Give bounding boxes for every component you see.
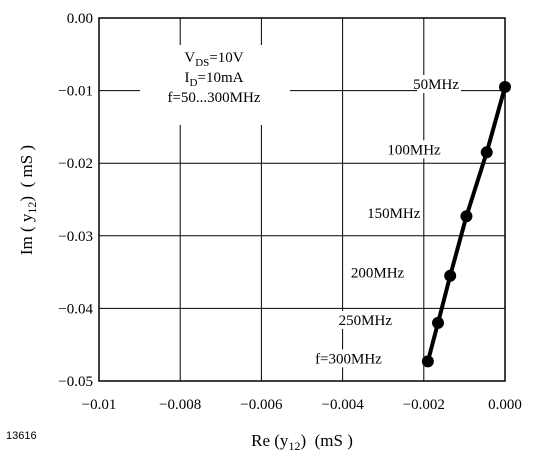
series-line: [425, 84, 507, 364]
data-point: [444, 269, 457, 282]
point-label: 200MHz: [351, 266, 405, 282]
y-tick-label: −0.04: [58, 301, 93, 317]
figure-id: 13616: [6, 430, 37, 442]
point-label: 150MHz: [367, 206, 421, 222]
x-axis-label: Re (y12) (mS ): [251, 431, 353, 453]
point-label: f=300MHz: [315, 351, 382, 367]
x-tick-label: −0.004: [321, 397, 364, 413]
point-label-backdrop: [370, 204, 423, 223]
x-tick-label: −0.006: [240, 397, 283, 413]
y-tick-label: −0.03: [58, 229, 93, 245]
data-point: [460, 210, 473, 223]
condition-line: VDS=10V: [184, 50, 243, 69]
x-tick-label: −0.008: [159, 397, 201, 413]
y-tick-label: −0.05: [58, 374, 93, 390]
plot-frame: [98, 17, 506, 382]
condition-line: f=50...300MHz: [167, 90, 260, 106]
point-label-backdrop: [390, 140, 443, 159]
y-tick-label: 0.00: [67, 11, 93, 27]
point-label: 50MHz: [413, 77, 459, 93]
point-label-backdrop: [342, 310, 395, 329]
conditions-backdrop: [140, 45, 290, 125]
y-axis-label: Im ( y12) ( mS ): [17, 145, 39, 255]
point-label: 250MHz: [339, 313, 393, 329]
data-point: [421, 355, 434, 368]
condition-line: ID=10mA: [185, 70, 244, 89]
data-point: [432, 316, 445, 329]
x-tick-label: −0.002: [403, 397, 445, 413]
data-point: [499, 80, 511, 93]
tick-labels: −0.01 −0.008 −0.006 −0.004 −0.002 0.000 0.00 −0…: [58, 11, 522, 413]
point-label-backdrop: [354, 263, 407, 282]
point-label: 100MHz: [387, 142, 441, 158]
point-label-backdrop: [417, 74, 461, 93]
point-label-backdrop: [315, 349, 384, 368]
series-layer: 50MHz 100MHz 150MHz 200MHz 250MHz f=300MHz: [315, 74, 511, 368]
y-tick-label: −0.01: [58, 84, 93, 100]
x-tick-label: −0.01: [82, 397, 117, 413]
x-tick-label: 0.000: [488, 397, 522, 413]
data-point: [480, 146, 493, 159]
y-tick-label: −0.02: [58, 156, 93, 172]
